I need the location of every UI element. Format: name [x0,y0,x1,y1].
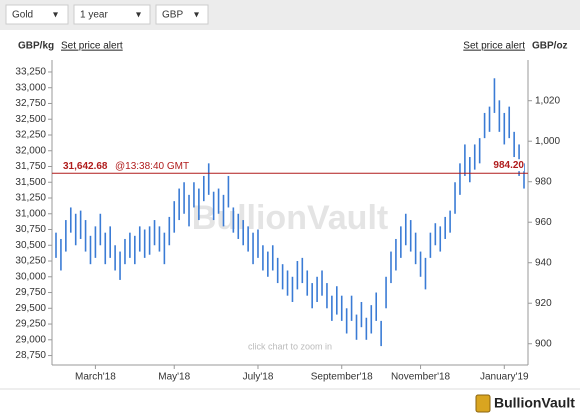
y2-tick-label: 1,000 [535,136,560,147]
reference-y2-label: 984.20 [493,160,524,171]
x-tick-label: September'18 [311,372,373,383]
y2-tick-label: 1,020 [535,95,560,106]
period-select[interactable] [73,4,151,25]
y-tick-label: 33,250 [15,67,46,78]
dropdown-arrow: ▾ [136,10,141,21]
footer-brand: BullionVault [494,395,575,411]
reference-y2-bg [484,159,524,172]
x-tick-label: July'18 [243,372,274,383]
y2-tick-label: 920 [535,298,552,309]
period-value: 1 year [80,10,108,21]
y-tick-label: 31,250 [15,193,46,204]
y-tick-label: 32,750 [15,98,46,109]
y-tick-label: 30,000 [15,271,46,282]
dropdown-arrow: ▾ [194,10,199,21]
y-tick-label: 30,500 [15,240,46,251]
metal-select[interactable] [5,4,69,25]
x-tick-label: November'18 [391,372,451,383]
y-tick-label: 32,500 [15,114,46,125]
set-price-alert[interactable]: Set price alert [61,41,123,52]
currency-value: GBP [162,10,183,21]
y2-tick-label: 940 [535,257,552,268]
y-tick-label: 29,750 [15,287,46,298]
metal-value: Gold [12,10,33,21]
y-tick-label: 28,750 [15,350,46,361]
reference-label: 31,642.68 [63,161,108,172]
y-tick-label: 29,000 [15,334,46,345]
y2-tick-label: 980 [535,176,552,187]
y-tick-label: 29,500 [15,303,46,314]
y-tick-label: 30,250 [15,256,46,267]
y-tick-label: 32,250 [15,130,46,141]
y-tick-label: 31,000 [15,208,46,219]
x-tick-label: March'18 [75,372,116,383]
y-tick-label: 29,250 [15,319,46,330]
watermark: BullionVault [192,199,388,237]
y-tick-label: 31,500 [15,177,46,188]
y-tick-label: 32,000 [15,145,46,156]
reference-time: @13:38:40 GMT [115,161,189,172]
y-tick-label: 33,000 [15,82,46,93]
x-tick-label: May'18 [158,372,190,383]
dropdown-arrow: ▾ [53,10,58,21]
y2-tick-label: 960 [535,217,552,228]
currency-select[interactable] [155,4,209,25]
y2-tick-label: 900 [535,338,552,349]
logo-icon [475,394,491,413]
y2-axis-label: GBP/oz [532,41,568,52]
y-tick-label: 30,750 [15,224,46,235]
y-tick-label: 31,750 [15,161,46,172]
zoom-hint: click chart to zoom in [248,341,332,351]
y-axis-label: GBP/kg [18,41,54,52]
x-tick-label: January'19 [480,372,529,383]
set-price-alert[interactable]: Set price alert [463,41,525,52]
